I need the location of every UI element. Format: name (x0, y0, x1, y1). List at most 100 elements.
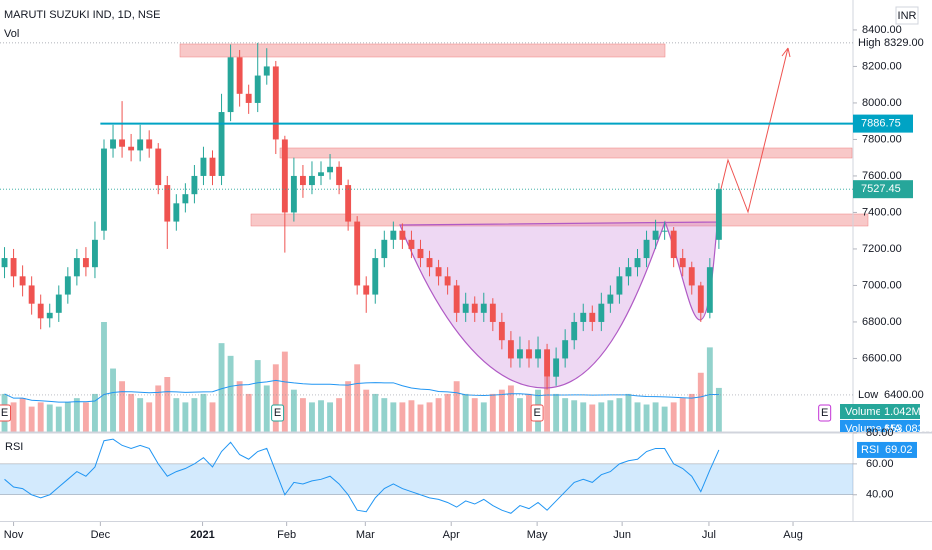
rsi-tick-label: 80.00 (866, 427, 894, 439)
candle-body (426, 258, 433, 268)
volume-bar (336, 398, 343, 432)
volume-bar (544, 377, 551, 432)
volume-bar (625, 393, 632, 432)
candle-body (281, 139, 288, 213)
volume-bar (73, 398, 80, 432)
candle-body (580, 312, 587, 322)
candle-body (417, 248, 424, 259)
candle-body (634, 258, 641, 268)
candle-body (345, 185, 352, 222)
candle-body (354, 221, 361, 286)
volume-bar (471, 398, 478, 432)
candle-body (1, 258, 8, 268)
volume-bar (318, 400, 324, 432)
candle-body (381, 239, 388, 259)
volume-bar (652, 402, 659, 432)
volume-bar (553, 393, 560, 432)
volume-bar (489, 393, 496, 432)
rsi-tick-label: 40.00 (866, 489, 894, 501)
y-tick-label: 8000.00 (862, 97, 902, 109)
volume-bar (670, 402, 677, 432)
candle-body (73, 258, 80, 277)
candle-body (254, 75, 261, 103)
candle-body (128, 146, 135, 151)
candle-body (462, 303, 469, 313)
volume-bar (146, 402, 153, 432)
candle-body (290, 175, 297, 213)
range-value: 6400.00 (884, 389, 924, 401)
rsi-band (0, 463, 853, 495)
y-tick-label: 7200.00 (862, 243, 902, 255)
volume-bar (634, 402, 641, 432)
candle-body (607, 294, 614, 304)
y-tick-label: 7800.00 (862, 133, 902, 145)
candle-body (173, 203, 180, 222)
candle-body (101, 148, 107, 231)
candle-body (318, 172, 324, 176)
candle-body (336, 166, 343, 186)
candle-body (236, 57, 243, 94)
projection-arrow (719, 47, 789, 214)
chart-title: MARUTI SUZUKI IND, 1D, NSE (4, 9, 160, 21)
volume-bar (64, 402, 71, 432)
volume-bar (697, 372, 704, 432)
volume-bar (562, 398, 569, 432)
volume-bar (598, 402, 605, 432)
event-marker (0, 404, 12, 422)
volume-bar (661, 406, 668, 432)
volume-value: 1.042M (884, 406, 921, 418)
candle-body (498, 321, 505, 341)
volume-bar (92, 393, 98, 432)
volume-bar (281, 351, 288, 432)
volume-ma-line (4, 379, 719, 403)
volume-bar (381, 398, 388, 432)
event-label: E (1, 407, 8, 419)
candle-body (652, 230, 659, 240)
volume-bar (245, 393, 252, 432)
candle-body (209, 157, 216, 176)
volume-bar (55, 406, 62, 432)
volume-bar (435, 398, 442, 432)
candle-body (19, 276, 26, 286)
candle-body (46, 312, 53, 319)
resistance-zone (179, 43, 666, 58)
candle-body (372, 258, 379, 295)
x-tick-label: Nov (4, 529, 24, 541)
volume-bar (227, 355, 234, 432)
range-label-box (854, 386, 932, 403)
event-marker (271, 404, 285, 422)
volume-bar (643, 404, 650, 432)
x-tick-label: Feb (277, 529, 296, 541)
volume-bar (688, 393, 695, 432)
volume-bar (236, 381, 243, 432)
volume-bar (507, 385, 514, 432)
event-label: E (533, 407, 540, 419)
candle-body (155, 148, 162, 186)
volume-bar (580, 402, 587, 432)
volume-bar (444, 393, 451, 432)
candle-body (471, 303, 478, 313)
volume-bar (607, 400, 614, 432)
volume-bar (37, 402, 44, 432)
candle-body (453, 285, 460, 313)
volume-title: Vol (4, 28, 19, 40)
volume-bar (462, 393, 469, 432)
volume-bar (706, 347, 713, 432)
range-value: 8329.00 (884, 37, 924, 49)
volume-bar (137, 398, 144, 432)
volume-bar (354, 364, 361, 432)
x-tick-label: 2021 (190, 529, 214, 541)
candle-body (146, 139, 153, 149)
volume-bar (101, 322, 107, 432)
candle-body (110, 139, 116, 149)
candle-body (200, 157, 207, 176)
last-price-label: 7527.45 (861, 183, 901, 195)
candle-body (119, 139, 126, 147)
level-label-box (853, 114, 913, 133)
candle-body (697, 285, 704, 313)
x-tick-label: Dec (91, 529, 111, 541)
candle-body (589, 312, 596, 322)
volume-bar (46, 404, 53, 432)
volume-bar (209, 402, 216, 432)
